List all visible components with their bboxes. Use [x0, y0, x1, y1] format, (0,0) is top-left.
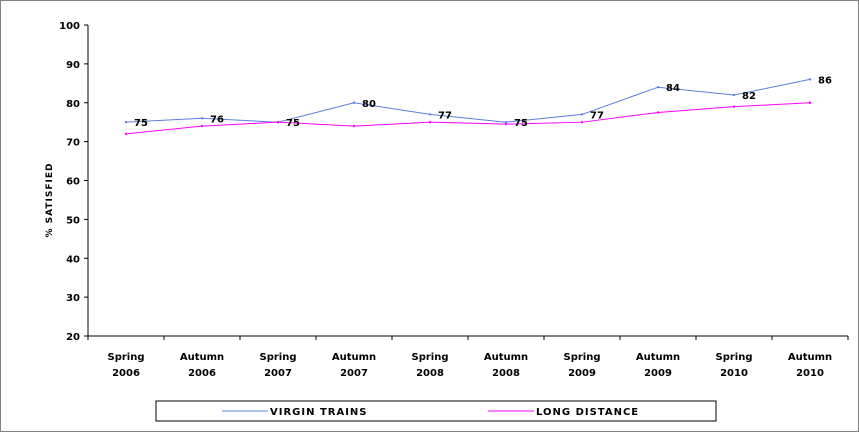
x-tick-label: Autumn 2008: [484, 352, 528, 379]
data-label: 75: [286, 118, 300, 129]
data-label: 77: [438, 110, 452, 121]
data-point: [124, 132, 128, 136]
x-axis: Spring 2006 Autumn 2006 Spring 2007 Autumn 2007…: [87, 335, 849, 379]
data-point: [352, 124, 356, 128]
x-tick-label-line: Spring: [108, 352, 145, 363]
data-label: 86: [818, 75, 832, 86]
x-tick-label: Autumn 2006: [180, 352, 224, 379]
x-tick-label-line: 2007: [340, 368, 368, 379]
legend-box: [155, 400, 717, 422]
data-point: [580, 113, 584, 116]
x-tick-label: Spring 2007: [260, 352, 297, 379]
data-label: 75: [514, 118, 528, 129]
data-labels: 75 76 75 80 77 75 77 84 82 86: [134, 75, 832, 129]
data-point: [124, 120, 128, 124]
data-point: [808, 101, 812, 104]
x-tick-label-line: Autumn: [180, 352, 224, 363]
x-tick-label: Autumn 2007: [332, 352, 376, 379]
x-tick-label: Spring 2009: [564, 352, 601, 379]
x-tick-label-line: Spring: [412, 352, 449, 363]
x-tick-label-line: 2008: [416, 368, 444, 379]
legend: VIRGIN TRAINS LONG DISTANCE: [155, 400, 717, 422]
data-point: [808, 78, 812, 81]
data-point: [656, 86, 660, 89]
data-label: 76: [210, 114, 224, 125]
x-tick-label-line: Spring: [564, 352, 601, 363]
data-point: [732, 93, 736, 97]
data-point: [200, 117, 204, 120]
y-tick-label: 90: [66, 60, 80, 71]
x-tick-label: Spring 2010: [716, 352, 753, 379]
data-label: 80: [362, 99, 376, 110]
x-tick-label-line: 2008: [492, 368, 520, 379]
x-tick-label: Spring 2008: [412, 352, 449, 379]
x-tick-label: Autumn 2009: [636, 352, 680, 379]
x-tick-label-line: 2006: [112, 368, 140, 379]
x-tick-label-line: Autumn: [636, 352, 680, 363]
data-point: [504, 120, 508, 124]
x-tick-label-line: 2007: [264, 368, 292, 379]
y-tick-label: 100: [59, 21, 80, 32]
y-tick-label: 60: [66, 177, 80, 188]
data-point: [200, 124, 204, 128]
data-label: 84: [666, 83, 680, 94]
x-tick-label-line: 2010: [720, 368, 748, 379]
data-label: 82: [742, 91, 756, 102]
x-tick-label-line: Autumn: [788, 352, 832, 363]
data-point: [504, 122, 508, 126]
y-tick-label: 50: [66, 215, 80, 226]
legend-label: LONG DISTANCE: [536, 407, 639, 418]
x-tick-label-line: 2010: [796, 368, 824, 379]
x-tick-label-line: Autumn: [484, 352, 528, 363]
y-tick-label: 20: [66, 332, 80, 343]
series-line-long-distance: [125, 102, 811, 135]
legend-label: VIRGIN TRAINS: [270, 407, 368, 418]
y-tick-label: 30: [66, 293, 80, 304]
data-point: [732, 105, 736, 108]
x-tick-label: Autumn 2010: [788, 352, 832, 379]
data-label: 75: [134, 118, 148, 129]
x-tick-label: Spring 2006: [108, 352, 145, 379]
data-label: 77: [590, 110, 604, 121]
data-point: [276, 120, 280, 124]
data-point: [428, 113, 432, 116]
x-tick-label-line: 2009: [568, 368, 596, 379]
x-tick-label-line: Spring: [260, 352, 297, 363]
x-tick-label-line: 2009: [644, 368, 672, 379]
series-line-virgin-trains: [125, 78, 811, 123]
x-tick-label-line: Spring: [716, 352, 753, 363]
y-tick-label: 70: [66, 138, 80, 149]
y-tick-label: 40: [66, 254, 80, 265]
x-tick-label-line: Autumn: [332, 352, 376, 363]
data-point: [580, 120, 584, 124]
y-axis: 20 30 40 50 60 70 80 90 100: [59, 21, 89, 343]
data-point: [428, 120, 432, 124]
data-point: [352, 101, 356, 104]
y-tick-label: 80: [66, 99, 80, 110]
y-axis-label: % SATISFIED: [45, 163, 55, 238]
data-point: [656, 111, 660, 114]
x-tick-label-line: 2006: [188, 368, 216, 379]
series-group: [124, 78, 812, 136]
